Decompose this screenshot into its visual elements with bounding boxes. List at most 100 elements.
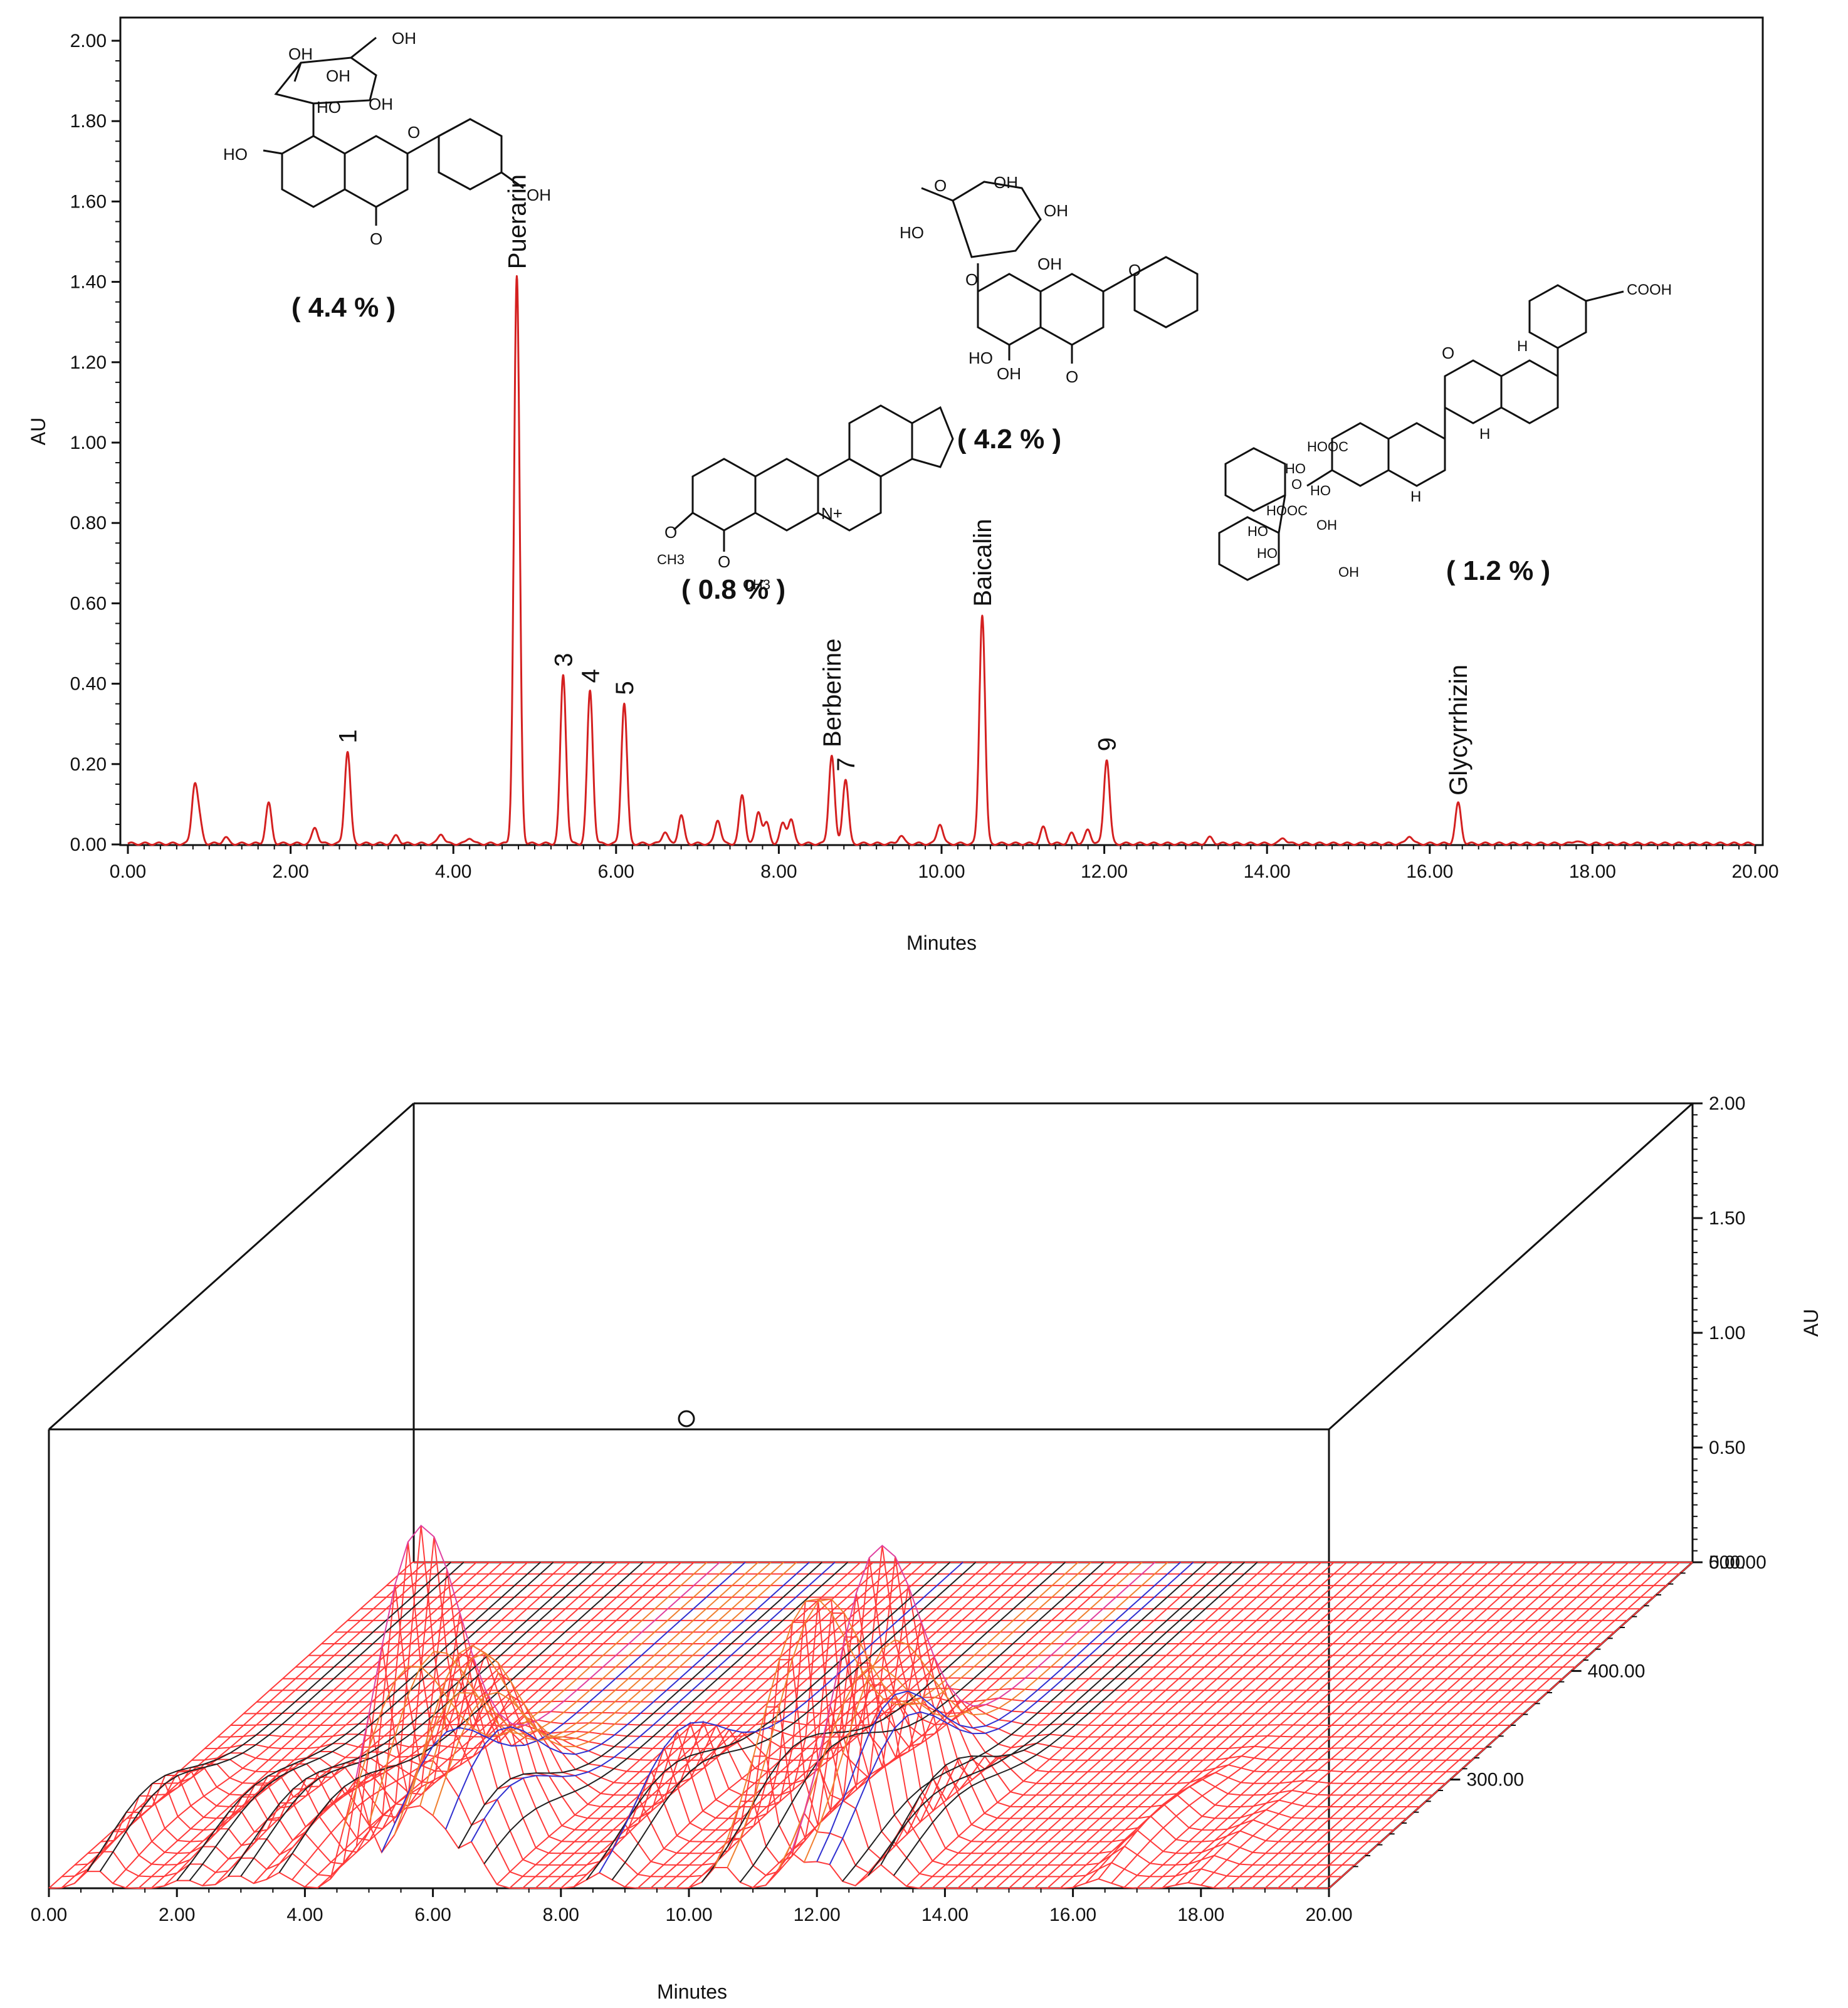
glycyrrhizin-structure — [1218, 284, 1624, 581]
mesh-line-wavelength — [790, 1544, 1156, 1853]
peak-label: Baicalin — [969, 519, 997, 607]
mesh-line-wavelength — [688, 1562, 1053, 1888]
glyc-label-hooc2: HOOC — [1266, 503, 1308, 518]
annotation-puerarin-percent: ( 4.4 % ) — [291, 292, 396, 323]
y-tick-label: 0.00 — [70, 834, 107, 855]
glyc-label-h2: H — [1479, 426, 1490, 443]
mesh-line-wavelength — [573, 1562, 938, 1888]
mesh-line-wavelength — [87, 1562, 451, 1872]
y-axis-label: AU — [27, 418, 50, 445]
x-tick-label: 16.00 — [1406, 861, 1453, 882]
baicalin-label-oh3: OH — [1037, 255, 1062, 273]
w-tick-label: 300.00 — [1466, 1770, 1524, 1790]
peak-label: Glycyrrhizin — [1445, 665, 1473, 796]
mesh-line-wavelength — [585, 1562, 951, 1881]
baicalin-label-oh2: OH — [1044, 201, 1068, 220]
mesh-line-wavelength — [445, 1562, 810, 1830]
mesh-line-wavelength — [663, 1562, 1027, 1889]
x-tick-label: 0.00 — [31, 1905, 67, 1925]
mesh-line-wavelength — [957, 1562, 1322, 1889]
mesh-line-wavelength — [406, 1562, 772, 1809]
puerarin-structure — [263, 36, 524, 226]
puerarin-label-oh1: OH — [392, 29, 416, 48]
z-axis-ticks: 0.00 0.50 1.00 1.50 2.00 — [1693, 1093, 1745, 1573]
y-tick-label: 2.00 — [70, 31, 107, 51]
mesh-line-wavelength — [112, 1562, 477, 1884]
mesh-line-wavelength — [419, 1562, 784, 1806]
mesh-line-wavelength — [291, 1562, 656, 1881]
y-tick-label: 1.80 — [70, 111, 107, 132]
x-tick-label: 10.00 — [665, 1905, 712, 1925]
berberine-label-n: N+ — [821, 504, 843, 523]
glyc-label-hooc1: HOOC — [1307, 439, 1348, 455]
mesh-line-wavelength — [1034, 1562, 1399, 1889]
peak-label: Berberine — [819, 639, 846, 747]
chromatogram-2d: 0.00 0.20 0.40 0.60 0.80 1.00 1.20 1.40 1.60 1.80… — [27, 16, 1779, 954]
mesh-line-wavelength — [138, 1562, 503, 1889]
mesh-line-wavelength — [483, 1562, 848, 1864]
glyc-label-o2: O — [1291, 476, 1302, 492]
z-tick-label: 1.50 — [1709, 1208, 1745, 1229]
puerarin-label-ho2: HO — [317, 98, 341, 117]
x-tick-label: 4.00 — [286, 1905, 323, 1925]
mesh-line-wavelength — [458, 1562, 823, 1849]
mesh-line-wavelength — [611, 1562, 977, 1881]
puerarin-label-oh4: OH — [527, 186, 551, 204]
y-tick-label: 1.20 — [70, 352, 107, 373]
mesh-line-wavelength — [1239, 1562, 1604, 1889]
x-axis-label: Minutes — [906, 932, 977, 954]
mesh-line-wavelength — [471, 1562, 836, 1842]
mesh-line-wavelength — [983, 1562, 1348, 1889]
mesh-line-wavelength — [1187, 1562, 1553, 1883]
mesh-line-wavelength — [1175, 1562, 1540, 1886]
mesh-line-time — [231, 1704, 1511, 1727]
baicalin-label-o2: O — [965, 270, 978, 289]
x-tick-label: 2.00 — [272, 861, 308, 882]
mesh-line-wavelength — [701, 1562, 1066, 1883]
x-tick-label: 12.00 — [1081, 861, 1128, 882]
x-axis-ticks: 0.00 2.00 4.00 6.00 8.00 10.00 12.00 14.00 16.00… — [31, 1888, 1353, 1925]
rotate-handle[interactable] — [678, 1410, 695, 1427]
mesh-line-wavelength — [675, 1562, 1041, 1889]
x-axis-label: Minutes — [657, 1980, 727, 2003]
mesh-line-wavelength — [432, 1562, 797, 1816]
peak-label: 4 — [577, 669, 604, 683]
baicalin-label-oh4: OH — [997, 364, 1021, 383]
mesh-line-time — [152, 1556, 1433, 1796]
mesh-line-wavelength — [778, 1562, 1143, 1869]
mesh-line-wavelength — [202, 1562, 567, 1886]
y-tick-label: 0.80 — [70, 513, 107, 534]
mesh-line-wavelength — [1303, 1562, 1667, 1889]
peak-label: 5 — [611, 681, 639, 695]
glyc-label-oh1: OH — [1338, 564, 1359, 580]
mesh-line-wavelength — [176, 1562, 541, 1881]
mesh-line-wavelength — [599, 1562, 963, 1873]
mesh-line-wavelength — [1111, 1562, 1476, 1884]
mesh-line-wavelength — [880, 1562, 1245, 1865]
mesh-line-wavelength — [355, 1524, 720, 1779]
berberine-structure — [673, 404, 954, 552]
x-tick-label: 12.00 — [794, 1905, 841, 1925]
puerarin-label-o2: O — [407, 123, 420, 142]
mesh-line-wavelength — [330, 1562, 695, 1879]
x-tick-label: 14.00 — [1244, 861, 1291, 882]
berberine-label-ch3-2: CH3 — [743, 577, 770, 592]
x-tick-label: 4.00 — [435, 861, 471, 882]
mesh-line-wavelength — [1277, 1562, 1642, 1889]
x-tick-label: 0.00 — [110, 861, 146, 882]
mesh-line-wavelength — [496, 1562, 861, 1885]
glyc-label-cooh: COOH — [1627, 281, 1672, 298]
mesh-line-time — [165, 1585, 1446, 1784]
baicalin-label-ho2: HO — [969, 349, 993, 367]
baicalin-label-oh1: OH — [994, 173, 1018, 192]
baicalin-label-o3: O — [1128, 261, 1141, 280]
box-edge — [48, 1102, 414, 1431]
mesh-line-wavelength — [1021, 1562, 1386, 1889]
mesh-line-wavelength — [1059, 1562, 1424, 1889]
mesh-line-wavelength — [240, 1562, 605, 1877]
berberine-label-ch3-1: CH3 — [657, 552, 685, 567]
glyc-label-ho4: HO — [1257, 545, 1278, 561]
x-tick-label: 2.00 — [159, 1905, 195, 1925]
y-tick-label: 1.40 — [70, 272, 107, 293]
mesh-line-wavelength — [1137, 1562, 1501, 1889]
